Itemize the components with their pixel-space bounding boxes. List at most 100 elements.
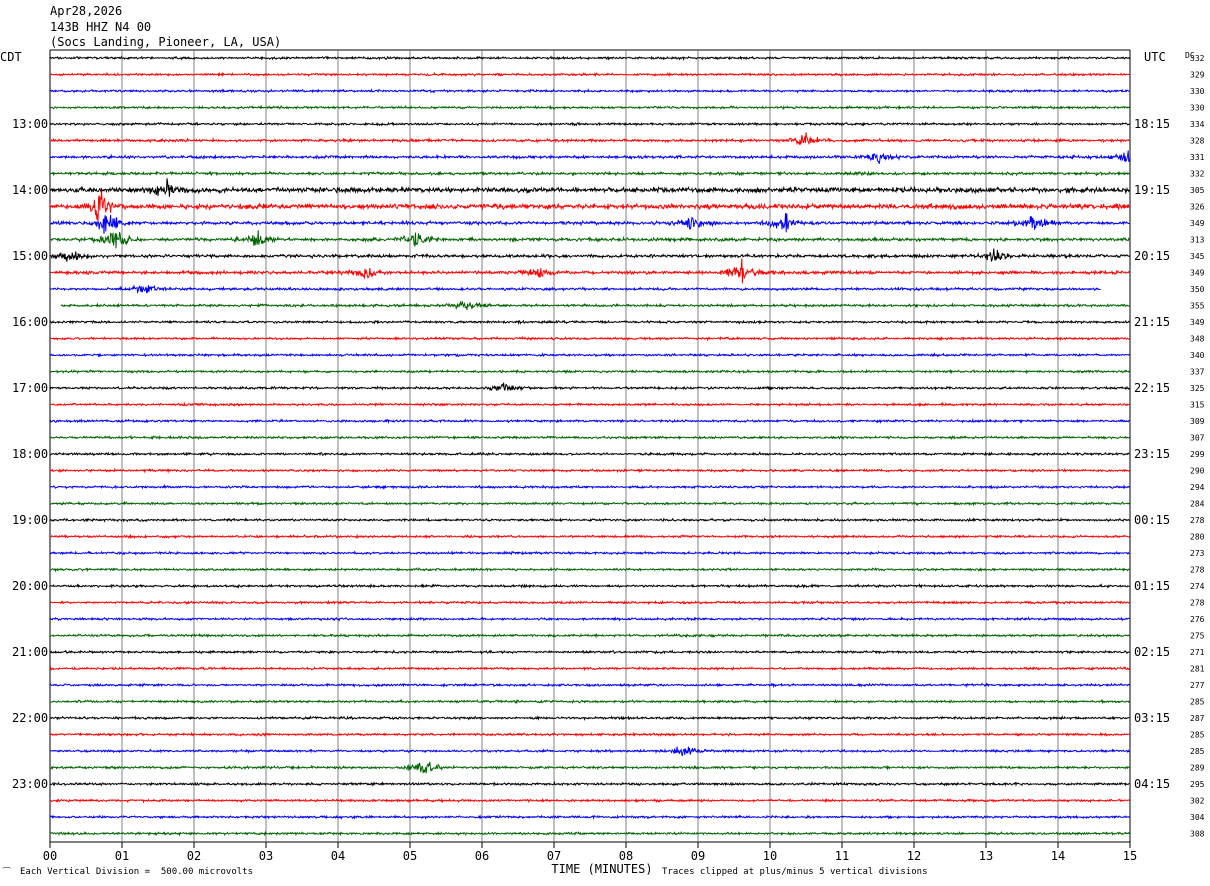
x-tick-label: 02 — [187, 849, 201, 863]
right-hour-label: 20:15 — [1134, 249, 1170, 263]
seismic-trace — [49, 516, 1130, 523]
dc-offset-label: 349 — [1190, 219, 1205, 228]
dc-offset-label: 332 — [1190, 170, 1205, 179]
dc-offset-label: 287 — [1190, 714, 1205, 723]
dc-offset-label: 278 — [1190, 566, 1205, 575]
seismic-trace — [49, 582, 1130, 589]
seismic-trace — [49, 550, 1130, 556]
dc-offset-label: 349 — [1190, 318, 1205, 327]
dc-offset-label: 290 — [1190, 467, 1205, 476]
left-hour-label: 15:00 — [12, 249, 48, 263]
dc-offset-label: 348 — [1190, 335, 1205, 344]
seismic-trace — [49, 830, 1130, 837]
dc-offset-label: 307 — [1190, 434, 1205, 443]
left-hour-label: 14:00 — [12, 183, 48, 197]
clip-note: Traces clipped at plus/minus 5 vertical … — [662, 867, 928, 877]
seismic-trace — [49, 814, 1130, 821]
right-hour-label: 21:15 — [1134, 315, 1170, 329]
dc-offset-label: 274 — [1190, 582, 1205, 591]
left-hour-label: 19:00 — [12, 513, 48, 527]
x-tick-label: 06 — [475, 849, 489, 863]
x-tick-label: 07 — [547, 849, 561, 863]
right-hour-label: 23:15 — [1134, 447, 1170, 461]
seismic-trace — [49, 121, 1130, 127]
dc-offset-label: 337 — [1190, 368, 1205, 377]
seismic-trace — [49, 682, 1130, 689]
dc-offset-label: 331 — [1190, 153, 1205, 162]
seismic-trace — [49, 248, 1130, 262]
seismic-trace — [49, 533, 1130, 540]
left-hour-label: 20:00 — [12, 579, 48, 593]
x-tick-label: 03 — [259, 849, 273, 863]
x-tick-label: 10 — [763, 849, 777, 863]
dc-offset-label: 276 — [1190, 615, 1205, 624]
seismic-trace — [49, 71, 1130, 78]
seismic-trace — [49, 467, 1130, 474]
dc-offset-label: 277 — [1190, 681, 1205, 690]
dc-offset-label: 308 — [1190, 830, 1205, 839]
dc-offset-label: 289 — [1190, 764, 1205, 773]
seismic-trace — [60, 300, 1130, 311]
seismic-trace — [49, 632, 1130, 639]
dc-offset-label: 295 — [1190, 780, 1205, 789]
dc-offset-label: 340 — [1190, 351, 1205, 360]
seismic-trace — [49, 213, 1130, 234]
seismic-trace — [49, 665, 1130, 672]
dc-offset-label: 315 — [1190, 401, 1205, 410]
seismic-trace — [49, 178, 1130, 197]
left-hour-label: 18:00 — [12, 447, 48, 461]
dc-offset-label: 278 — [1190, 516, 1205, 525]
dc-offset-label: 273 — [1190, 549, 1205, 558]
left-hour-label: 23:00 — [12, 777, 48, 791]
x-axis-label: TIME (MINUTES) — [551, 862, 652, 876]
x-tick-label: 13 — [979, 849, 993, 863]
seismic-trace — [49, 761, 1130, 774]
seismic-trace — [49, 170, 1130, 177]
seismic-trace — [49, 484, 1130, 490]
left-hour-label: 21:00 — [12, 645, 48, 659]
dc-offset-label: 349 — [1190, 269, 1205, 278]
left-timezone-label: CDT — [0, 50, 22, 64]
dc-offset-label: 345 — [1190, 252, 1205, 261]
x-tick-label: 01 — [115, 849, 129, 863]
dc-offset-label: 325 — [1190, 384, 1205, 393]
seismic-trace — [49, 132, 1130, 146]
dc-offset-label: 305 — [1190, 186, 1205, 195]
x-tick-label: 12 — [907, 849, 921, 863]
dc-offset-label: 278 — [1190, 599, 1205, 608]
seismic-trace — [49, 715, 1130, 721]
seismic-trace — [49, 434, 1130, 441]
seismic-trace — [49, 781, 1130, 788]
dc-offset-label: 309 — [1190, 417, 1205, 426]
dc-offset-label: 332 — [1190, 54, 1205, 63]
x-tick-label: 15 — [1123, 849, 1137, 863]
plot-date: Apr28,2026 — [50, 4, 123, 18]
dc-offset-label: 334 — [1190, 120, 1205, 129]
right-hour-label: 18:15 — [1134, 117, 1170, 131]
seismic-trace — [49, 401, 1130, 408]
left-hour-label: 17:00 — [12, 381, 48, 395]
seismic-trace — [49, 500, 1130, 507]
dc-offset-label: 329 — [1190, 71, 1205, 80]
dc-offset-label: 284 — [1190, 500, 1205, 509]
right-hour-label: 22:15 — [1134, 381, 1170, 395]
seismic-trace — [49, 319, 1130, 326]
dc-offset-label: 350 — [1190, 285, 1205, 294]
right-hour-label: 19:15 — [1134, 183, 1170, 197]
seismic-trace — [49, 104, 1130, 111]
seismic-trace — [49, 150, 1130, 164]
seismic-trace — [49, 55, 1130, 61]
seismic-trace — [49, 368, 1130, 375]
corner-mark: ⁀ — [3, 868, 11, 878]
dc-offset-label: 328 — [1190, 137, 1205, 146]
right-hour-label: 00:15 — [1134, 513, 1170, 527]
dc-offset-label: 285 — [1190, 731, 1205, 740]
seismic-trace — [49, 797, 1130, 804]
dc-offset-label: 313 — [1190, 236, 1205, 245]
seismic-trace — [49, 190, 1130, 223]
right-timezone-label: UTC — [1144, 50, 1166, 64]
seismic-trace — [49, 230, 1130, 249]
dc-offset-label: 275 — [1190, 632, 1205, 641]
left-hour-label: 22:00 — [12, 711, 48, 725]
x-tick-label: 11 — [835, 849, 849, 863]
